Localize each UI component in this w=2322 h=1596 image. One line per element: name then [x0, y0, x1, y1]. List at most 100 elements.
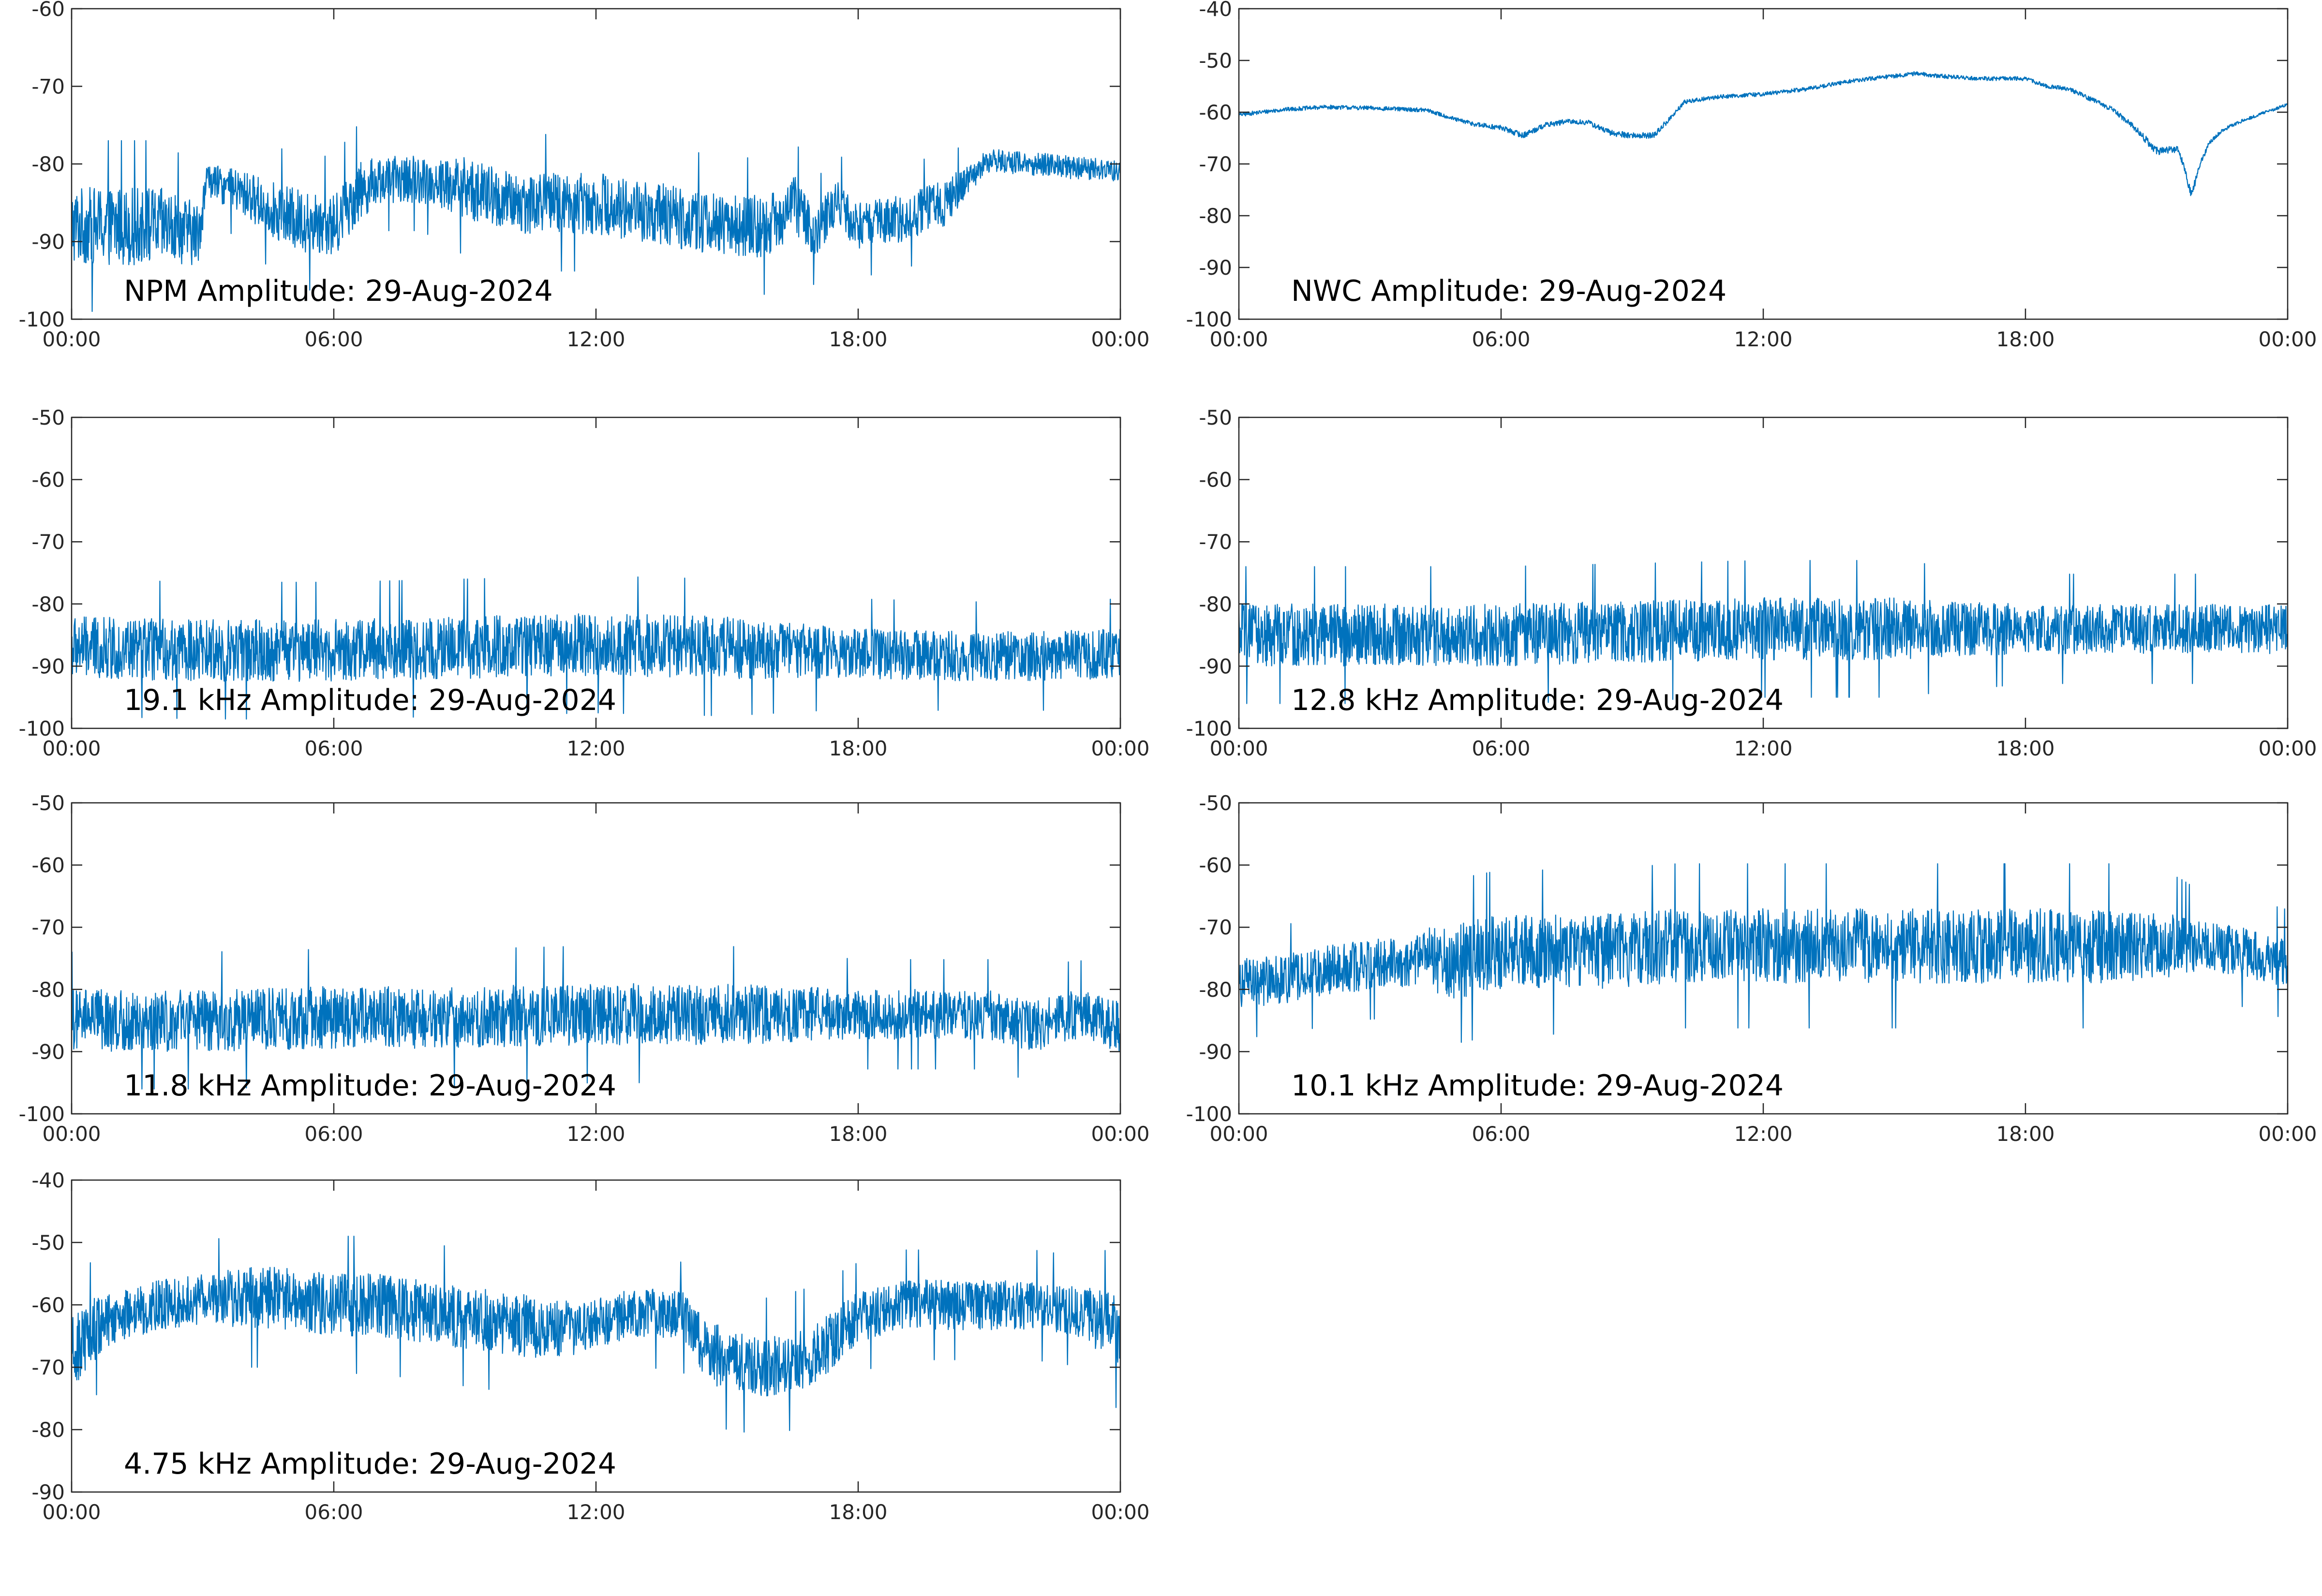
x-tick-label: 06:00 [304, 327, 363, 351]
y-tick-label: -100 [19, 308, 65, 331]
amplitude-trace [72, 576, 1120, 720]
panel-title: 12.8 kHz Amplitude: 29-Aug-2024 [1291, 683, 1784, 717]
y-tick-label: -70 [31, 530, 65, 554]
y-tick-label: -70 [31, 1356, 65, 1379]
x-tick-label: 00:00 [1091, 327, 1149, 351]
y-tick-label: -60 [1199, 101, 1232, 124]
x-tick-label: 00:00 [2258, 1122, 2317, 1146]
y-tick-label: -50 [1199, 49, 1232, 73]
panel-title: NWC Amplitude: 29-Aug-2024 [1291, 274, 1727, 308]
amplitude-trace [1239, 863, 2288, 1043]
x-tick-label: 18:00 [829, 327, 887, 351]
x-tick-label: 12:00 [1734, 737, 1792, 760]
y-tick-label: -60 [1199, 468, 1232, 492]
x-tick-label: 00:00 [2258, 327, 2317, 351]
x-tick-label: 00:00 [1091, 1122, 1149, 1146]
y-tick-label: -90 [31, 230, 65, 254]
y-tick-label: -90 [31, 1480, 65, 1504]
x-tick-label: 12:00 [566, 1500, 625, 1524]
y-tick-label: -90 [1199, 654, 1232, 678]
plot-frame [71, 802, 1121, 1115]
x-tick-label: 18:00 [829, 1500, 887, 1524]
x-tick-label: 00:00 [1091, 737, 1149, 760]
y-tick-label: -50 [1199, 406, 1232, 429]
x-tick-label: 06:00 [1472, 327, 1530, 351]
panel-title: NPM Amplitude: 29-Aug-2024 [124, 274, 553, 308]
plot-frame [1238, 416, 2289, 729]
x-tick-label: 00:00 [42, 1500, 101, 1524]
plot-frame [71, 416, 1121, 729]
amplitude-trace [72, 126, 1120, 312]
amplitude-trace [72, 946, 1120, 1090]
y-tick-label: -100 [1186, 1102, 1232, 1126]
y-tick-label: -90 [1199, 1040, 1232, 1064]
y-tick-label: -50 [1199, 791, 1232, 815]
y-tick-label: -70 [1199, 152, 1232, 176]
y-tick-label: -100 [1186, 308, 1232, 331]
x-tick-label: 06:00 [1472, 737, 1530, 760]
x-tick-label: 18:00 [829, 737, 887, 760]
amplitude-trace [1239, 560, 2288, 704]
y-tick-label: -80 [1199, 592, 1232, 616]
y-tick-label: -80 [31, 152, 65, 176]
x-tick-label: 12:00 [1734, 1122, 1792, 1146]
y-tick-label: -90 [31, 654, 65, 678]
x-tick-label: 00:00 [1209, 737, 1268, 760]
y-tick-label: -100 [1186, 717, 1232, 740]
y-tick-label: -50 [31, 791, 65, 815]
plot-frame [1238, 8, 2289, 320]
plot-frame [71, 8, 1121, 320]
y-tick-label: -50 [31, 406, 65, 429]
y-tick-label: -90 [1199, 256, 1232, 280]
y-tick-label: -70 [31, 916, 65, 939]
y-tick-label: -60 [31, 0, 65, 21]
amplitude-trace [72, 1236, 1120, 1433]
y-tick-label: -70 [1199, 916, 1232, 939]
x-tick-label: 00:00 [1091, 1500, 1149, 1524]
panel-title: 4.75 kHz Amplitude: 29-Aug-2024 [124, 1447, 616, 1481]
x-tick-label: 12:00 [1734, 327, 1792, 351]
x-tick-label: 12:00 [566, 327, 625, 351]
y-tick-label: -80 [1199, 204, 1232, 228]
x-tick-label: 18:00 [1996, 1122, 2054, 1146]
y-tick-label: -70 [1199, 530, 1232, 554]
y-tick-label: -80 [31, 592, 65, 616]
x-tick-label: 06:00 [304, 1500, 363, 1524]
x-tick-label: 00:00 [42, 737, 101, 760]
y-tick-label: -60 [1199, 854, 1232, 877]
y-tick-label: -60 [31, 1293, 65, 1317]
y-tick-label: -60 [31, 468, 65, 492]
y-tick-label: -70 [31, 75, 65, 99]
x-tick-label: 06:00 [304, 1122, 363, 1146]
y-tick-label: -90 [31, 1040, 65, 1064]
panel-title: 19.1 kHz Amplitude: 29-Aug-2024 [124, 683, 616, 717]
amplitude-trace [1239, 71, 2288, 196]
x-tick-label: 18:00 [1996, 737, 2054, 760]
panel-title: 11.8 kHz Amplitude: 29-Aug-2024 [124, 1069, 616, 1103]
y-tick-label: -80 [31, 978, 65, 1002]
x-tick-label: 00:00 [1209, 1122, 1268, 1146]
x-tick-label: 06:00 [1472, 1122, 1530, 1146]
y-tick-label: -40 [1199, 0, 1232, 21]
x-tick-label: 00:00 [2258, 737, 2317, 760]
x-tick-label: 00:00 [42, 1122, 101, 1146]
y-tick-label: -100 [19, 717, 65, 740]
y-tick-label: -80 [31, 1418, 65, 1442]
x-tick-label: 18:00 [1996, 327, 2054, 351]
x-tick-label: 18:00 [829, 1122, 887, 1146]
x-tick-label: 00:00 [1209, 327, 1268, 351]
x-tick-label: 00:00 [42, 327, 101, 351]
panel-title: 10.1 kHz Amplitude: 29-Aug-2024 [1291, 1069, 1784, 1103]
y-tick-label: -40 [31, 1168, 65, 1192]
y-tick-label: -100 [19, 1102, 65, 1126]
x-tick-label: 12:00 [566, 737, 625, 760]
y-tick-label: -60 [31, 854, 65, 877]
x-tick-label: 06:00 [304, 737, 363, 760]
